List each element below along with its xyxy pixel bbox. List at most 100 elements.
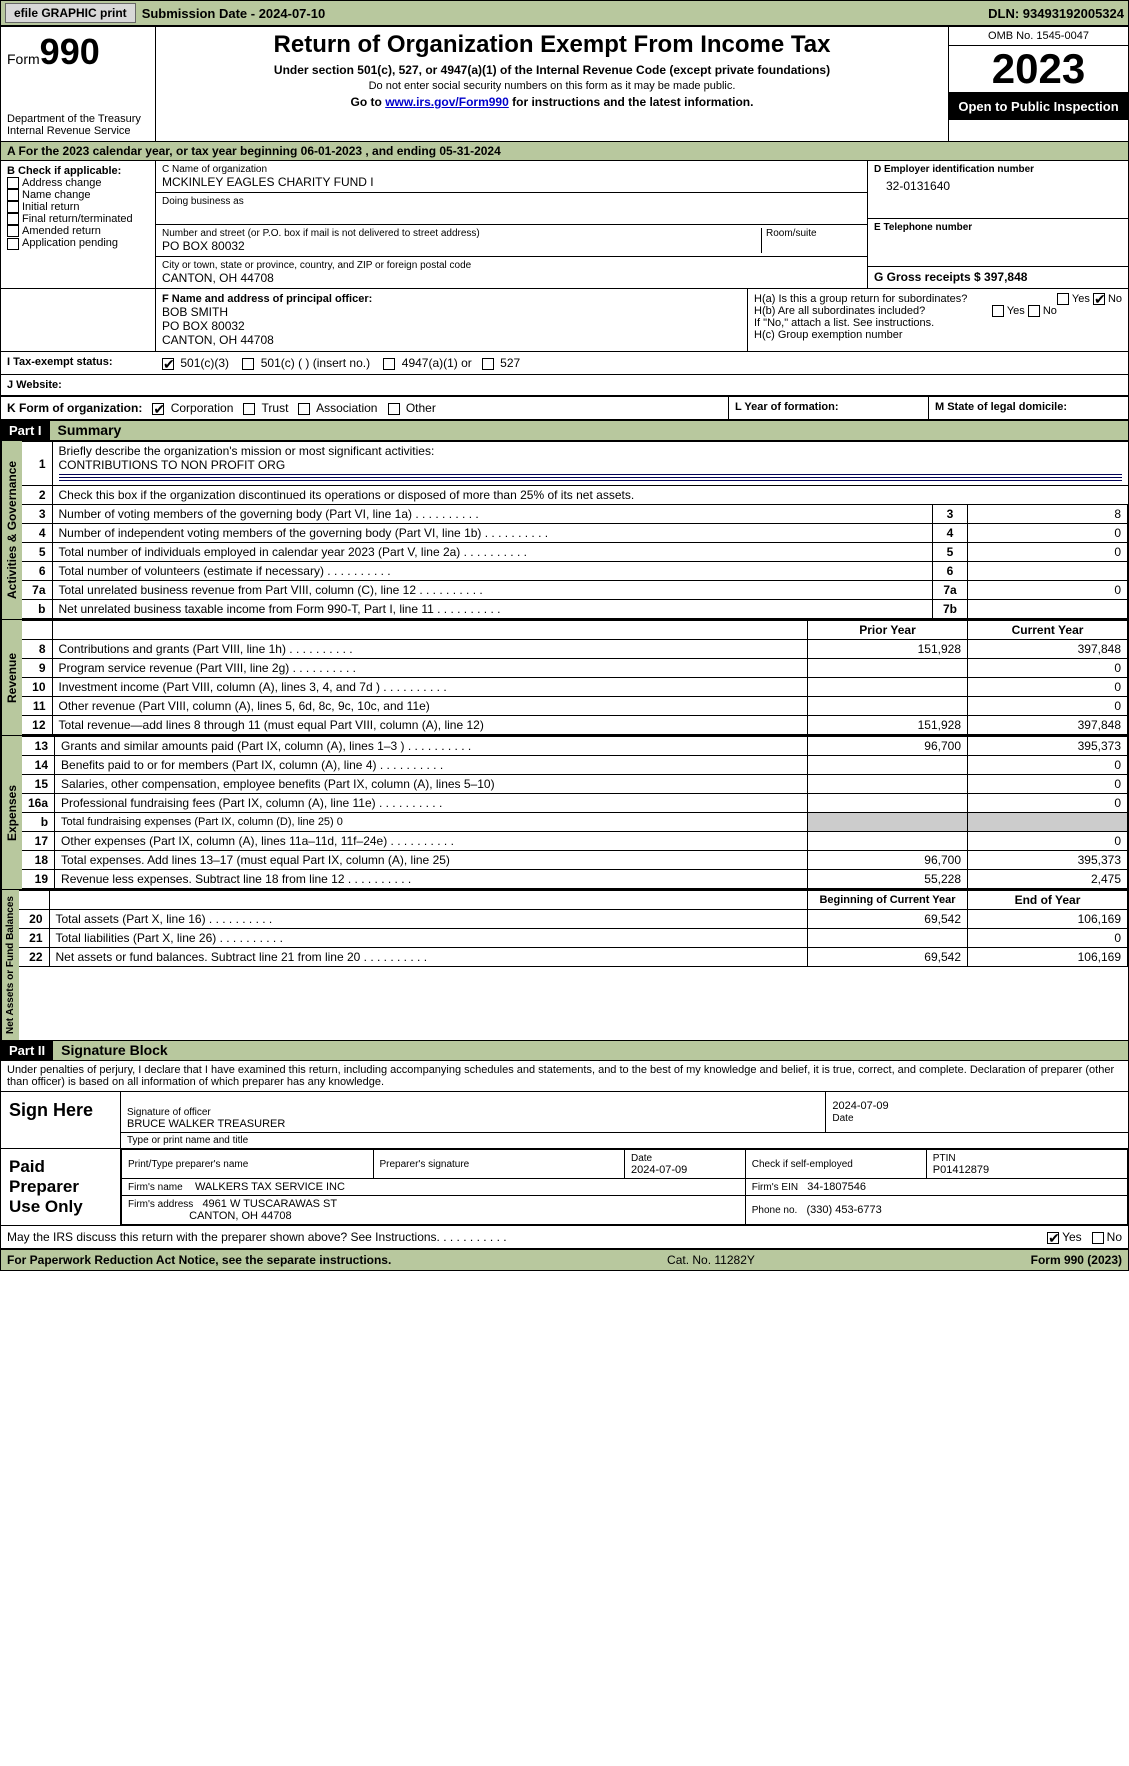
subtitle-2: Do not enter social security numbers on …	[166, 80, 938, 92]
chk-hb-yes[interactable]	[992, 305, 1004, 317]
box-f: F Name and address of principal officer:…	[156, 289, 748, 351]
dept-treasury: Department of the Treasury Internal Reve…	[7, 113, 149, 137]
form-label: Form	[7, 51, 40, 67]
l3v: 8	[968, 505, 1128, 524]
chk-other[interactable]	[388, 403, 400, 415]
paid-prep: Paid Preparer Use Only	[1, 1149, 121, 1225]
firm-phone-label: Phone no.	[752, 1205, 798, 1216]
chk-pending[interactable]	[7, 238, 19, 250]
l12: Total revenue—add lines 8 through 11 (mu…	[52, 716, 808, 735]
opt-501c3: 501(c)(3)	[180, 356, 229, 370]
sig-officer-label: Signature of officer	[127, 1107, 211, 1118]
chk-discuss-yes[interactable]	[1047, 1232, 1059, 1244]
form-number: 990	[40, 31, 100, 72]
chk-address-change[interactable]	[7, 177, 19, 189]
beg-hdr: Beginning of Current Year	[808, 891, 968, 910]
l1: Briefly describe the organization's miss…	[59, 444, 435, 458]
chk-501c3[interactable]	[162, 358, 174, 370]
curr-hdr: Current Year	[968, 621, 1128, 640]
chk-4947[interactable]	[383, 358, 395, 370]
chk-ha-yes[interactable]	[1057, 293, 1069, 305]
line-j-label: J Website:	[1, 375, 156, 395]
l11p	[808, 697, 968, 716]
chk-hb-no[interactable]	[1028, 305, 1040, 317]
cat-no: Cat. No. 11282Y	[391, 1253, 1030, 1267]
org-name-label: C Name of organization	[162, 164, 861, 175]
prep-sig-label: Preparer's signature	[373, 1150, 625, 1179]
l9: Program service revenue (Part VIII, line…	[52, 659, 808, 678]
city-label: City or town, state or province, country…	[162, 260, 861, 271]
form-990: Form990 Department of the Treasury Inter…	[0, 26, 1129, 1271]
l9c: 0	[968, 659, 1128, 678]
ptin-label: PTIN	[933, 1153, 956, 1164]
chk-corp[interactable]	[152, 403, 164, 415]
paperwork-notice: For Paperwork Reduction Act Notice, see …	[7, 1253, 391, 1267]
chk-527[interactable]	[482, 358, 494, 370]
l6: Total number of volunteers (estimate if …	[52, 562, 933, 581]
prep-name-label: Print/Type preparer's name	[122, 1150, 374, 1179]
l11c: 0	[968, 697, 1128, 716]
line-k-label: K Form of organization:	[7, 401, 142, 415]
no-3: No	[1107, 1230, 1122, 1244]
chk-501c[interactable]	[242, 358, 254, 370]
l21: Total liabilities (Part X, line 26)	[49, 929, 808, 948]
efile-print-button[interactable]: efile GRAPHIC print	[5, 3, 136, 23]
addr: PO BOX 80032	[162, 239, 761, 253]
l2: Check this box if the organization disco…	[59, 488, 635, 502]
l20b: 69,542	[808, 910, 968, 929]
form-header: Form990 Department of the Treasury Inter…	[1, 27, 1128, 142]
irs-link[interactable]: www.irs.gov/Form990	[385, 95, 509, 109]
l9p	[808, 659, 968, 678]
opt-527: 527	[500, 356, 520, 370]
opt-initial: Initial return	[22, 201, 79, 213]
chk-name-change[interactable]	[7, 189, 19, 201]
l7av: 0	[968, 581, 1128, 600]
l7bv	[968, 600, 1128, 619]
type-label: Type or print name and title	[121, 1133, 1128, 1149]
l22e: 106,169	[968, 948, 1128, 967]
room-label: Room/suite	[761, 228, 861, 253]
subtitle-1: Under section 501(c), 527, or 4947(a)(1)…	[166, 63, 938, 77]
l22: Net assets or fund balances. Subtract li…	[49, 948, 808, 967]
chk-trust[interactable]	[243, 403, 255, 415]
l19c: 2,475	[968, 870, 1128, 889]
sign-here: Sign Here	[1, 1092, 121, 1148]
l3: Number of voting members of the governin…	[52, 505, 933, 524]
chk-initial[interactable]	[7, 201, 19, 213]
l18: Total expenses. Add lines 13–17 (must eq…	[55, 851, 808, 870]
chk-final[interactable]	[7, 213, 19, 225]
l8p: 151,928	[808, 640, 968, 659]
l19p: 55,228	[808, 870, 968, 889]
chk-assoc[interactable]	[298, 403, 310, 415]
firm-label: Firm's name	[128, 1182, 183, 1193]
phone-label: E Telephone number	[874, 222, 1122, 233]
gov-label: Activities & Governance	[1, 441, 22, 619]
box-c: C Name of organizationMCKINLEY EAGLES CH…	[156, 161, 868, 288]
dln-label: DLN: 93493192005324	[988, 6, 1124, 21]
omb-number: OMB No. 1545-0047	[949, 27, 1128, 46]
l8: Contributions and grants (Part VIII, lin…	[52, 640, 808, 659]
l17c: 0	[968, 832, 1128, 851]
line-a: A For the 2023 calendar year, or tax yea…	[1, 142, 1128, 161]
l15c: 0	[968, 775, 1128, 794]
chk-amended[interactable]	[7, 225, 19, 237]
chk-discuss-no[interactable]	[1092, 1232, 1104, 1244]
org-name: MCKINLEY EAGLES CHARITY FUND I	[162, 175, 861, 189]
firm-addr-label: Firm's address	[128, 1199, 193, 1210]
opt-address-change: Address change	[22, 177, 102, 189]
prior-hdr: Prior Year	[808, 621, 968, 640]
l14c: 0	[968, 756, 1128, 775]
ha-label: H(a) Is this a group return for subordin…	[754, 293, 967, 305]
yes-1: Yes	[1072, 293, 1090, 305]
opt-501c: 501(c) ( ) (insert no.)	[261, 356, 370, 370]
firm-ein-label: Firm's EIN	[752, 1182, 798, 1193]
chk-ha-no[interactable]	[1093, 293, 1105, 305]
firm-ein: 34-1807546	[807, 1181, 866, 1193]
opt-name-change: Name change	[22, 189, 91, 201]
opt-amended: Amended return	[22, 225, 101, 237]
officer-label: F Name and address of principal officer:	[162, 293, 741, 305]
l13c: 395,373	[968, 737, 1128, 756]
end-hdr: End of Year	[968, 891, 1128, 910]
yes-3: Yes	[1062, 1230, 1082, 1244]
hc-label: H(c) Group exemption number	[754, 329, 1122, 341]
